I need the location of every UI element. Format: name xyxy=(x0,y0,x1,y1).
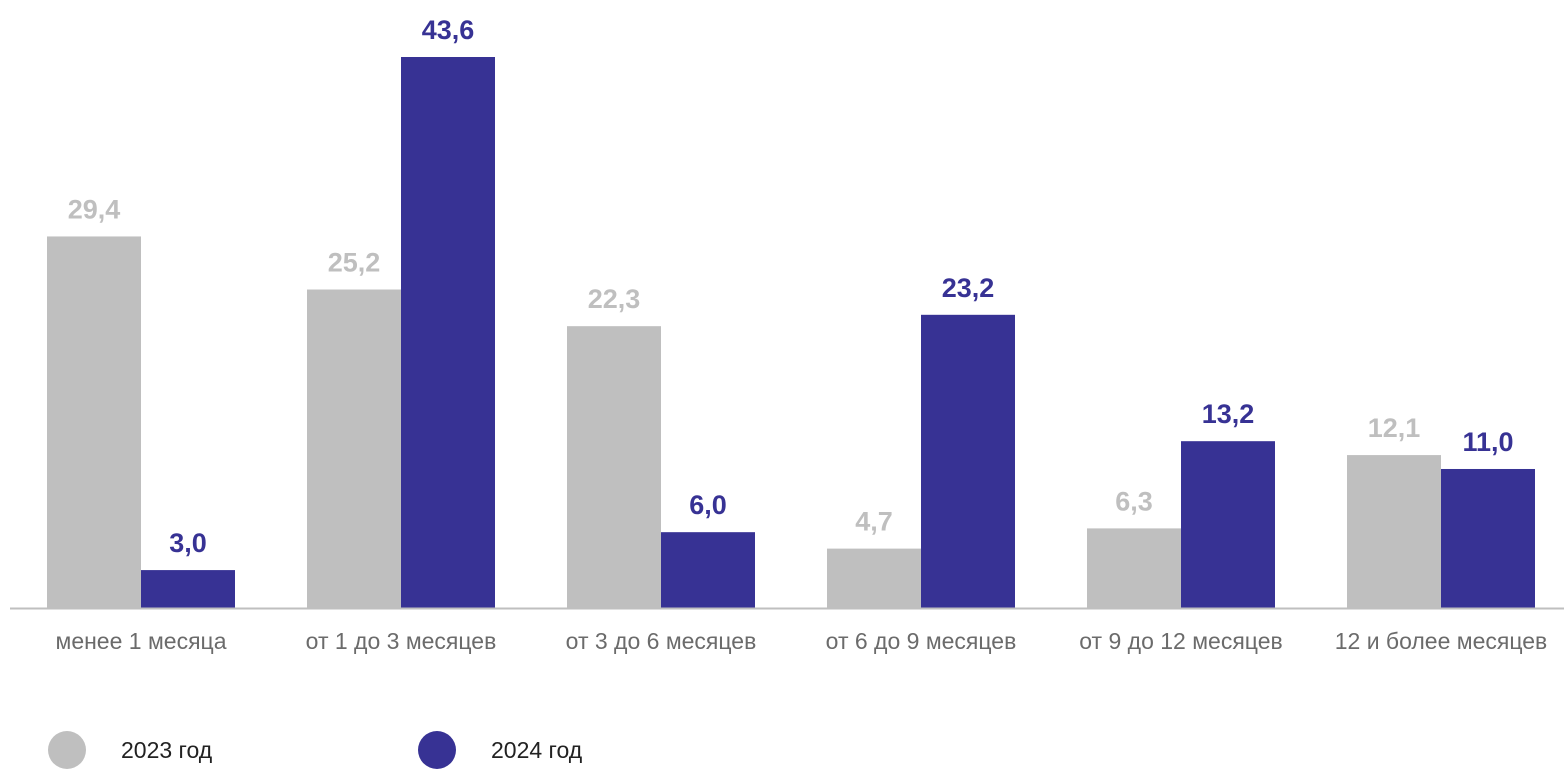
value-labels-layer: 29,4 3,0 25,2 43,6 22,3 6,0 4,7 23,2 6,3 13,2 12,1… xyxy=(68,15,1514,558)
bar-series2-3 xyxy=(921,315,1015,608)
data-label-series1-3: 4,7 xyxy=(855,507,893,537)
category-label-0: менее 1 месяца xyxy=(56,628,227,654)
data-label-series1-2: 22,3 xyxy=(588,284,641,314)
legend-label-series2: 2024 год xyxy=(491,737,583,763)
category-label-4: от 9 до 12 месяцев xyxy=(1079,628,1282,654)
data-label-series2-2: 6,0 xyxy=(689,490,727,520)
bar-series1-3 xyxy=(827,549,921,608)
legend-label-series1: 2023 год xyxy=(121,737,213,763)
data-label-series2-3: 23,2 xyxy=(942,273,995,303)
legend-item-series1: 2023 год xyxy=(48,731,213,769)
category-label-3: от 6 до 9 месяцев xyxy=(826,628,1017,654)
bar-series2-0 xyxy=(141,570,235,608)
data-label-series1-4: 6,3 xyxy=(1115,486,1153,516)
data-label-series1-1: 25,2 xyxy=(328,248,381,278)
bar-series2-4 xyxy=(1181,441,1275,608)
bars-layer xyxy=(47,57,1535,608)
data-label-series1-0: 29,4 xyxy=(68,194,121,224)
legend-marker-series2 xyxy=(418,731,456,769)
legend: 2023 год 2024 год xyxy=(48,731,583,769)
data-label-series2-1: 43,6 xyxy=(422,15,475,45)
legend-item-series2: 2024 год xyxy=(418,731,583,769)
bar-series2-2 xyxy=(661,532,755,608)
bar-series1-5 xyxy=(1347,455,1441,608)
category-label-1: от 1 до 3 месяцев xyxy=(306,628,497,654)
data-label-series2-0: 3,0 xyxy=(169,528,207,558)
data-label-series1-5: 12,1 xyxy=(1368,413,1421,443)
bar-series2-1 xyxy=(401,57,495,608)
bar-series1-4 xyxy=(1087,528,1181,608)
bar-series1-0 xyxy=(47,236,141,608)
category-label-2: от 3 до 6 месяцев xyxy=(566,628,757,654)
category-label-5: 12 и более месяцев xyxy=(1335,628,1548,654)
bar-series1-1 xyxy=(307,290,401,608)
data-label-series2-5: 11,0 xyxy=(1462,427,1513,457)
legend-marker-series1 xyxy=(48,731,86,769)
bar-series2-5 xyxy=(1441,469,1535,608)
bar-series1-2 xyxy=(567,326,661,608)
data-label-series2-4: 13,2 xyxy=(1202,399,1255,429)
category-labels-layer: менее 1 месяца от 1 до 3 месяцев от 3 до 6… xyxy=(56,628,1548,654)
